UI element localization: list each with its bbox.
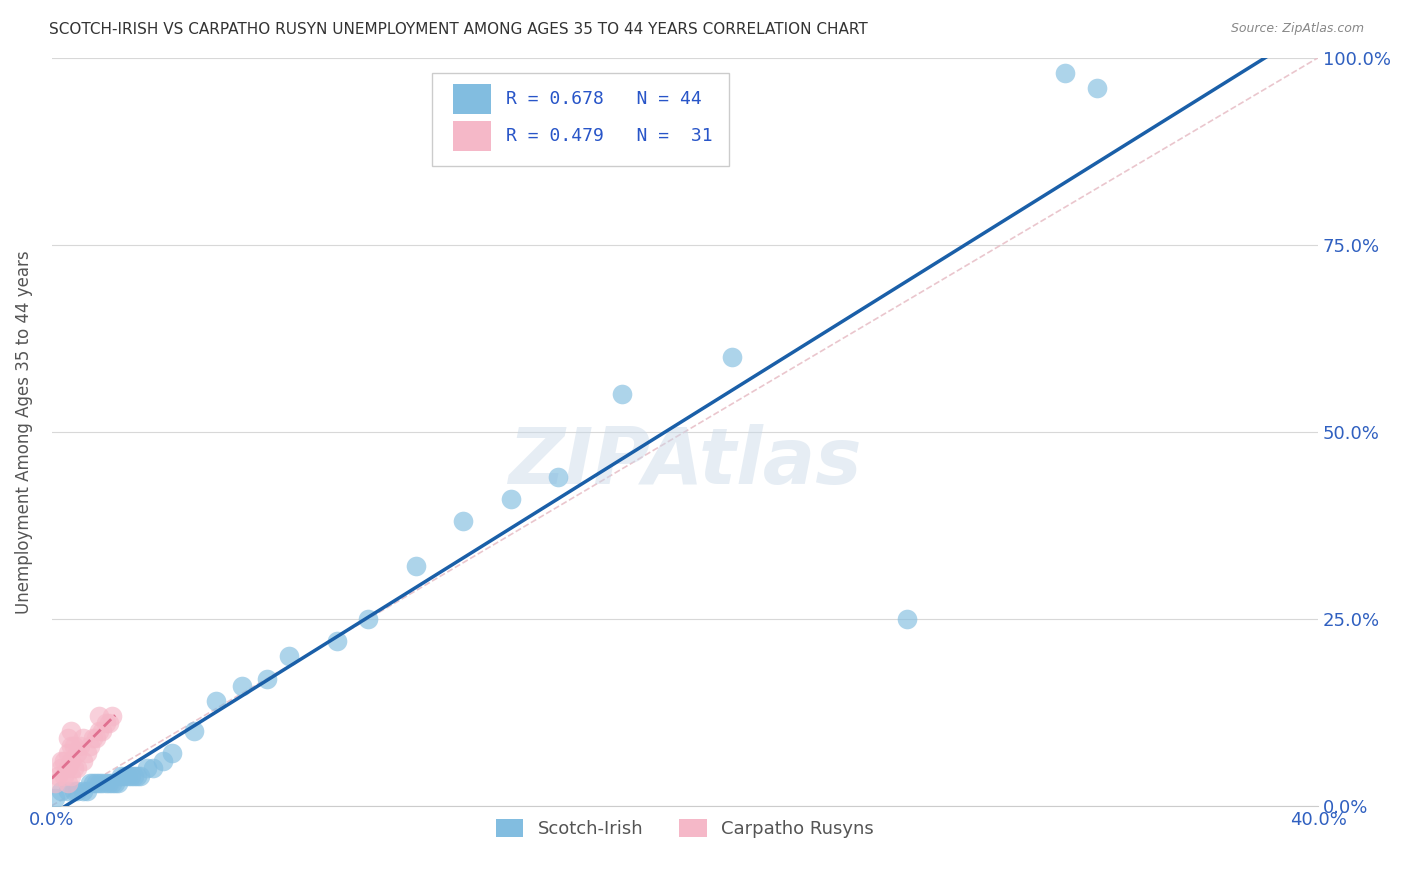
Point: [89, 723, 111, 738]
Point: [110, 769, 132, 783]
Point: [44, 791, 66, 805]
Point: [66, 783, 89, 797]
Point: [122, 769, 145, 783]
Point: [69, 739, 91, 753]
Point: [114, 769, 136, 783]
Point: [142, 761, 165, 775]
Point: [82, 776, 104, 790]
Point: [183, 723, 205, 738]
Point: [256, 672, 278, 686]
Point: [84, 776, 107, 790]
Point: [53, 754, 76, 768]
Point: [357, 612, 380, 626]
Point: [1053, 65, 1076, 79]
FancyBboxPatch shape: [453, 84, 491, 114]
Point: [91, 776, 114, 790]
Point: [72, 754, 94, 768]
Point: [160, 747, 183, 761]
Point: [82, 731, 104, 746]
Point: [278, 649, 301, 664]
Point: [120, 769, 142, 783]
Point: [79, 776, 101, 790]
Point: [76, 747, 98, 761]
Point: [94, 716, 117, 731]
Point: [547, 469, 569, 483]
Point: [63, 761, 86, 775]
Text: SCOTCH-IRISH VS CARPATHO RUSYN UNEMPLOYMENT AMONG AGES 35 TO 44 YEARS CORRELATIO: SCOTCH-IRISH VS CARPATHO RUSYN UNEMPLOYM…: [49, 22, 868, 37]
Point: [63, 783, 86, 797]
Legend: Scotch-Irish, Carpatho Rusyns: Scotch-Irish, Carpatho Rusyns: [489, 812, 882, 846]
Point: [53, 769, 76, 783]
Point: [51, 754, 73, 768]
Point: [101, 709, 124, 723]
Point: [59, 723, 82, 738]
Text: Source: ZipAtlas.com: Source: ZipAtlas.com: [1230, 22, 1364, 36]
Point: [721, 350, 744, 364]
Point: [56, 776, 79, 790]
Text: R = 0.678   N = 44: R = 0.678 N = 44: [506, 90, 702, 108]
Point: [610, 387, 633, 401]
Point: [107, 776, 129, 790]
Point: [76, 783, 98, 797]
Point: [56, 731, 79, 746]
Point: [896, 612, 918, 626]
Point: [231, 679, 253, 693]
Point: [89, 709, 111, 723]
Point: [135, 761, 157, 775]
FancyBboxPatch shape: [432, 72, 730, 166]
Point: [59, 769, 82, 783]
Text: ZIPAtlas: ZIPAtlas: [508, 424, 862, 500]
Point: [56, 747, 79, 761]
Point: [59, 739, 82, 753]
Point: [72, 731, 94, 746]
Point: [89, 776, 111, 790]
Point: [499, 491, 522, 506]
Point: [56, 761, 79, 775]
Point: [59, 754, 82, 768]
Point: [129, 769, 152, 783]
Point: [405, 559, 427, 574]
Point: [72, 783, 94, 797]
Point: [51, 761, 73, 775]
Point: [44, 776, 66, 790]
Point: [94, 776, 117, 790]
Point: [46, 769, 69, 783]
Point: [66, 761, 89, 775]
Point: [84, 731, 107, 746]
FancyBboxPatch shape: [453, 121, 491, 151]
Point: [205, 694, 228, 708]
Y-axis label: Unemployment Among Ages 35 to 44 years: Unemployment Among Ages 35 to 44 years: [15, 250, 32, 614]
Point: [104, 776, 127, 790]
Point: [117, 769, 139, 783]
Point: [97, 716, 120, 731]
Point: [325, 634, 347, 648]
Point: [51, 783, 73, 797]
Point: [66, 747, 89, 761]
Point: [453, 515, 475, 529]
Point: [97, 776, 120, 790]
Point: [1085, 80, 1108, 95]
Text: R = 0.479   N =  31: R = 0.479 N = 31: [506, 128, 713, 145]
Point: [101, 776, 124, 790]
Point: [56, 783, 79, 797]
Point: [127, 769, 149, 783]
Point: [79, 739, 101, 753]
Point: [63, 739, 86, 753]
Point: [152, 754, 174, 768]
Point: [91, 723, 114, 738]
